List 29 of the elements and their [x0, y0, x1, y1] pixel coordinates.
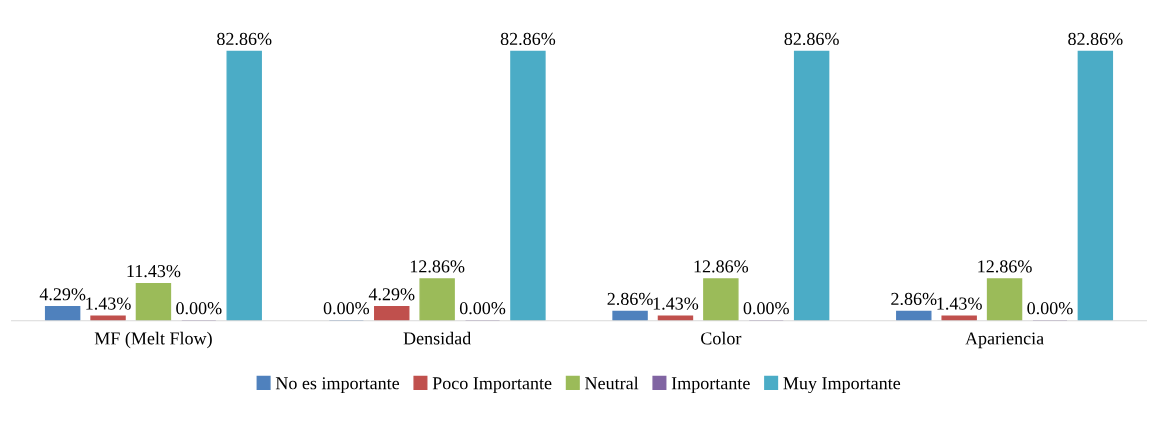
x-tick-label: MF (Melt Flow) — [94, 331, 212, 349]
legend-label: Muy Importante — [783, 377, 901, 394]
data-label: 1.43% — [86, 297, 131, 310]
data-label: 82.86% — [217, 32, 272, 46]
data-label: 11.43% — [127, 264, 181, 278]
data-label: 4.29% — [39, 288, 86, 301]
data-label: 12.86% — [410, 260, 465, 273]
legend-label: Neutral — [585, 376, 639, 390]
legend-label: No es importante — [275, 377, 400, 394]
data-label: 1.43% — [937, 297, 982, 310]
data-label: 82.86% — [1068, 32, 1123, 46]
data-label: 4.29% — [368, 288, 415, 301]
data-label: 0.00% — [743, 302, 789, 315]
x-tick-label: Densidad — [403, 331, 472, 345]
data-label: 0.00% — [1027, 302, 1073, 315]
data-label: 2.86% — [607, 292, 653, 306]
data-label: 2.86% — [891, 292, 937, 306]
data-label: 82.86% — [784, 32, 839, 46]
x-tick-label: Color — [701, 331, 742, 345]
legend-label: Poco Importante — [432, 377, 552, 394]
data-label: 0.00% — [459, 302, 506, 315]
data-label: 1.43% — [653, 297, 699, 310]
data-label: 0.00% — [323, 302, 370, 315]
data-label: 0.00% — [176, 302, 222, 315]
legend-label: Importante — [671, 377, 750, 394]
x-tick-label: Apariencia — [965, 332, 1044, 349]
data-label: 12.86% — [694, 260, 749, 273]
data-label: 82.86% — [500, 32, 556, 46]
data-label: 12.86% — [978, 260, 1032, 273]
